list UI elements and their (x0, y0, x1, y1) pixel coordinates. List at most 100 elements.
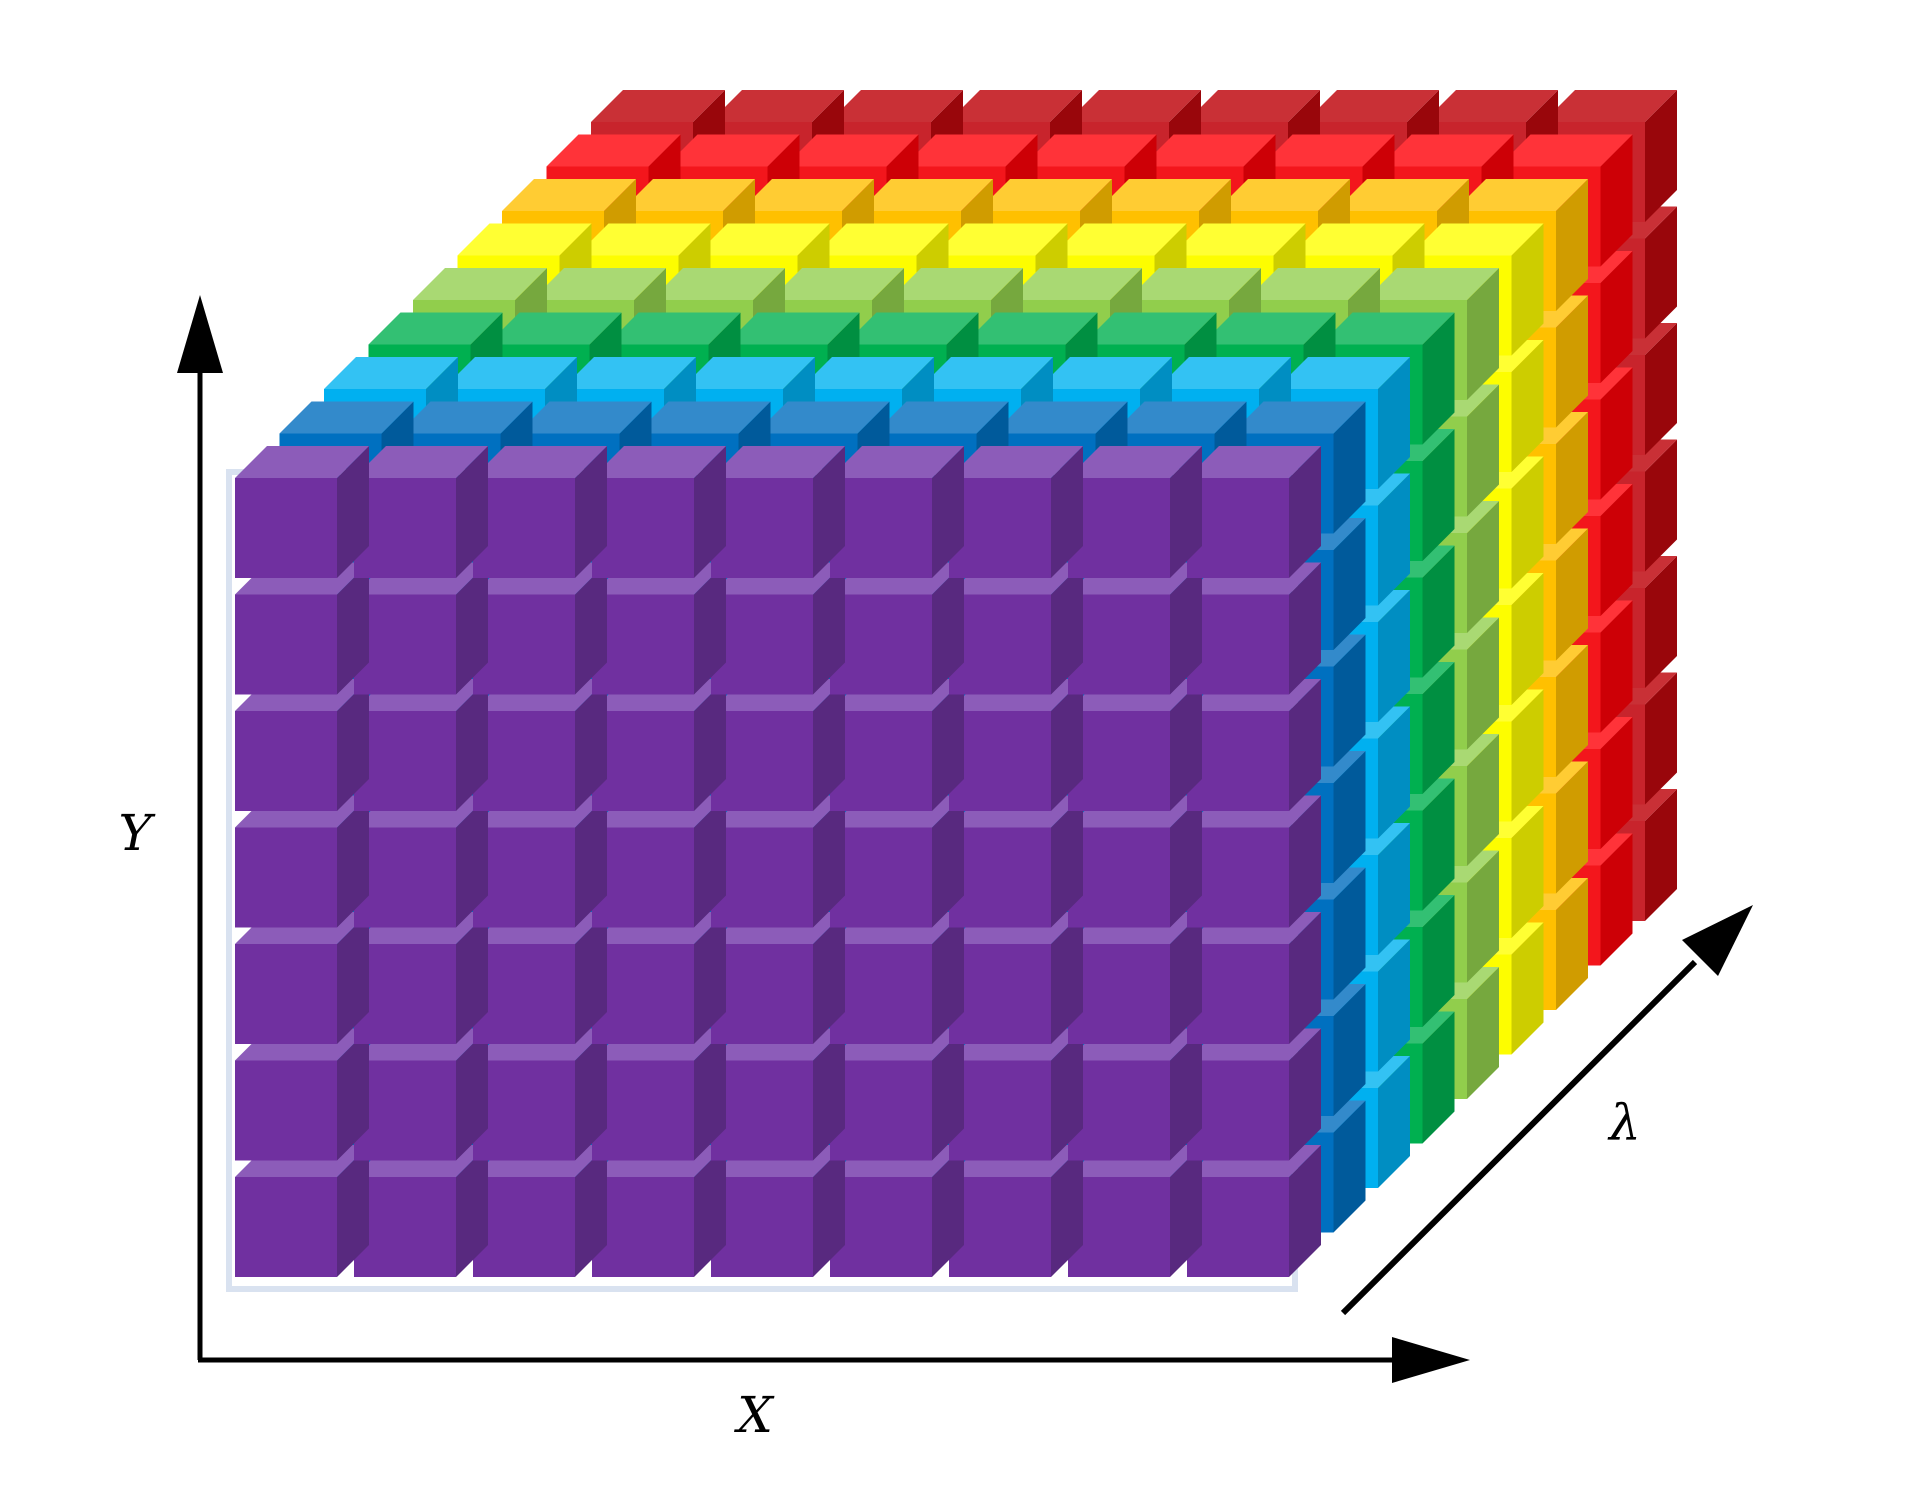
block-side-face (456, 1028, 488, 1161)
block-top-face (725, 312, 860, 345)
block-front-face (830, 711, 932, 811)
cube-block (473, 562, 607, 695)
block-front-face (592, 594, 694, 695)
block-top-face (1052, 223, 1187, 256)
block-top-face (443, 357, 577, 389)
block-front-face (473, 944, 575, 1044)
block-front-face (949, 827, 1051, 928)
lambda-axis (1340, 959, 1698, 1316)
block-side-face (932, 795, 964, 928)
block-front-face (473, 1177, 575, 1277)
block-top-face (1141, 134, 1276, 167)
block-front-face (711, 1060, 813, 1161)
block-side-face (1645, 323, 1677, 455)
block-side-face (456, 562, 488, 695)
cube-block (473, 1028, 607, 1161)
block-side-face (337, 1028, 369, 1161)
block-top-face (487, 312, 622, 345)
block-top-face (546, 134, 681, 167)
block-side-face (456, 912, 488, 1044)
block-front-face (1187, 594, 1289, 695)
block-side-face (456, 446, 488, 578)
cube-block (1187, 562, 1321, 695)
block-top-face (889, 268, 1023, 300)
block-side-face (1467, 967, 1499, 1099)
block-side-face (1556, 412, 1588, 544)
block-side-face (1051, 679, 1083, 811)
cube-block (830, 912, 964, 1044)
block-top-face (1082, 312, 1217, 345)
block-side-face (1645, 206, 1677, 339)
cube-block (592, 1028, 726, 1161)
block-side-face (337, 912, 369, 1044)
block-side-face (1556, 878, 1588, 1010)
block-side-face (575, 1028, 607, 1161)
block-side-face (575, 795, 607, 928)
block-top-face (949, 446, 1083, 478)
block-top-face (517, 401, 652, 434)
block-top-face (279, 401, 414, 434)
block-top-face (413, 268, 547, 300)
block-top-face (1157, 357, 1291, 389)
block-top-face (933, 223, 1068, 256)
cube-block (1068, 795, 1202, 928)
block-front-face (354, 1060, 456, 1161)
block-front-face (354, 944, 456, 1044)
cube-block (1068, 1028, 1202, 1161)
layer-purple (235, 446, 1321, 1277)
block-top-face (1305, 90, 1439, 122)
block-side-face (1600, 367, 1633, 500)
cube-block (1068, 446, 1202, 578)
cube-block (473, 1145, 607, 1277)
block-front-face (1068, 827, 1170, 928)
block-top-face (755, 401, 890, 434)
block-top-face (592, 446, 726, 478)
block-side-face (1289, 446, 1321, 578)
cube-block (949, 679, 1083, 811)
block-front-face (235, 827, 337, 928)
block-top-face (1246, 268, 1380, 300)
cube-block (1068, 912, 1202, 1044)
block-top-face (978, 179, 1112, 211)
block-front-face (592, 711, 694, 811)
cube-block (235, 562, 369, 695)
cube-block (473, 446, 607, 578)
cube-block (711, 1028, 845, 1161)
cube-block (949, 1028, 1083, 1161)
block-top-face (576, 223, 711, 256)
block-side-face (337, 679, 369, 811)
cube-block (354, 795, 488, 928)
lambda-axis-arrowhead (1682, 905, 1753, 976)
block-top-face (1187, 446, 1321, 478)
block-top-face (710, 90, 844, 122)
block-front-face (949, 711, 1051, 811)
block-top-face (606, 312, 741, 345)
block-side-face (1378, 473, 1410, 606)
cube-block (830, 1145, 964, 1277)
block-side-face (694, 795, 726, 928)
block-side-face (813, 679, 845, 811)
block-side-face (1467, 734, 1499, 866)
block-side-face (694, 1028, 726, 1161)
block-side-face (1467, 501, 1499, 633)
block-front-face (830, 1060, 932, 1161)
block-top-face (532, 268, 666, 300)
block-side-face (1511, 689, 1544, 822)
block-top-face (665, 134, 800, 167)
block-side-face (1556, 295, 1588, 428)
block-side-face (1645, 439, 1677, 572)
block-top-face (1112, 401, 1247, 434)
block-side-face (1467, 268, 1499, 400)
block-side-face (1600, 251, 1633, 383)
block-top-face (1097, 179, 1231, 211)
block-side-face (1600, 600, 1633, 733)
block-top-face (235, 446, 369, 478)
block-front-face (354, 478, 456, 578)
cube-block (830, 1028, 964, 1161)
block-side-face (456, 795, 488, 928)
block-front-face (1068, 1060, 1170, 1161)
block-top-face (324, 357, 458, 389)
block-front-face (1068, 1177, 1170, 1277)
block-front-face (235, 1060, 337, 1161)
block-side-face (1051, 446, 1083, 578)
